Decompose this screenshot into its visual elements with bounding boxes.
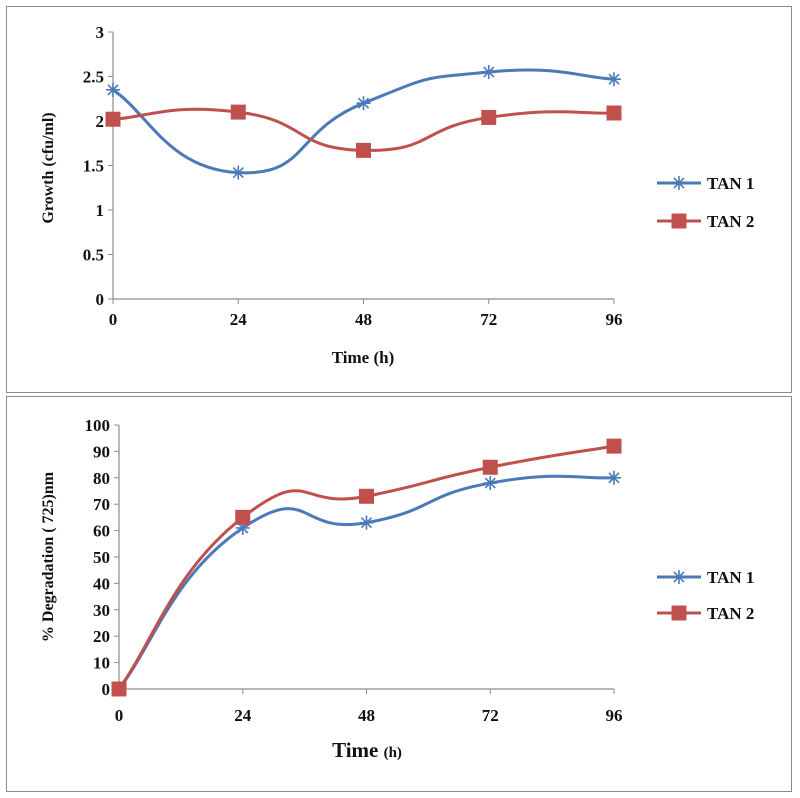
y-tick-label: 1.5	[83, 157, 104, 176]
data-point-tan-2	[230, 104, 246, 120]
data-point-tan-2	[105, 111, 121, 127]
y-tick-label: 90	[93, 442, 110, 461]
x-tick-label: 48	[358, 706, 375, 725]
y-tick-label: 80	[93, 469, 110, 488]
y-tick-label: 10	[93, 654, 110, 673]
data-point-tan-2	[481, 109, 497, 125]
y-tick-label: 0	[96, 290, 105, 309]
y-tick-label: 70	[93, 495, 110, 514]
legend-label: TAN 1	[707, 568, 754, 587]
x-axis-label: Time (h)	[332, 738, 402, 762]
x-tick-label: 96	[606, 310, 623, 329]
y-tick-label: 100	[85, 416, 111, 435]
data-point-tan-2	[235, 509, 251, 525]
asterisk-icon	[672, 570, 686, 584]
series-line-2	[117, 444, 615, 690]
data-point-tan-2	[111, 681, 127, 697]
y-tick-label: 30	[93, 601, 110, 620]
data-point-tan-1	[356, 96, 371, 111]
y-tick-label: 40	[93, 574, 110, 593]
square-icon	[671, 605, 687, 621]
x-tick-label: 72	[482, 706, 499, 725]
asterisk-icon	[672, 176, 686, 190]
x-tick-label: 0	[109, 310, 118, 329]
growth-chart-panel: 0 0.5 1 1.5 2 2.5 3 0 24 48 72 96 Time (h) Growth (cf…	[6, 6, 792, 393]
data-point-tan-1	[359, 515, 374, 530]
legend-item-tan-2: TAN 2	[657, 212, 754, 231]
x-tick-label: 48	[355, 310, 372, 329]
data-point-tan-2	[482, 459, 498, 475]
legend-item-tan-1: TAN 1	[657, 568, 754, 587]
y-tick-label: 60	[93, 522, 110, 541]
y-tick-label: 2	[96, 112, 105, 131]
series-line-1	[112, 68, 615, 175]
y-tick-label: 20	[93, 627, 110, 646]
y-axis-label: % Degradation ( 725)nm	[40, 471, 57, 642]
x-axis-label: Time (h)	[332, 348, 395, 367]
data-point-tan-1	[607, 72, 621, 87]
data-point-tan-1	[106, 82, 120, 97]
y-tick-label: 0.5	[83, 246, 104, 265]
degradation-chart: 0 10 20 30 40 50 60 70 80 90 100 0 24 48 72 96 Time (h)%…	[40, 416, 754, 762]
legend-label: TAN 2	[707, 604, 754, 623]
data-point-tan-2	[606, 438, 622, 454]
legend-item-tan-2: TAN 2	[657, 604, 754, 623]
x-tick-label: 96	[606, 706, 623, 725]
square-icon	[671, 213, 687, 229]
data-point-tan-1	[231, 165, 246, 180]
data-point-tan-1	[607, 470, 621, 485]
data-point-tan-2	[356, 142, 371, 158]
x-tick-label: 72	[480, 310, 497, 329]
data-point-tan-1	[481, 65, 496, 80]
degradation-chart-panel: 0 10 20 30 40 50 60 70 80 90 100 0 24 48 72 96 Time (h)%…	[6, 396, 792, 792]
x-tick-label: 0	[115, 706, 124, 725]
y-tick-label: 3	[96, 23, 105, 42]
y-tick-label: 0	[102, 680, 111, 699]
legend-item-tan-1: TAN 1	[657, 174, 754, 193]
y-tick-label: 1	[96, 201, 105, 220]
y-tick-label: 2.5	[83, 68, 104, 87]
y-tick-label: 50	[93, 548, 110, 567]
data-point-tan-1	[483, 476, 498, 491]
y-axis-label: Growth (cfu/ml)	[40, 112, 57, 223]
x-tick-label: 24	[230, 310, 248, 329]
data-point-tan-2	[606, 105, 622, 121]
growth-chart: 0 0.5 1 1.5 2 2.5 3 0 24 48 72 96 Time (h) Growth (cf…	[40, 23, 754, 367]
x-tick-label: 24	[234, 706, 252, 725]
data-point-tan-2	[359, 488, 374, 504]
series-line-1	[117, 474, 615, 690]
legend-label: TAN 2	[707, 212, 754, 231]
legend-label: TAN 1	[707, 174, 754, 193]
